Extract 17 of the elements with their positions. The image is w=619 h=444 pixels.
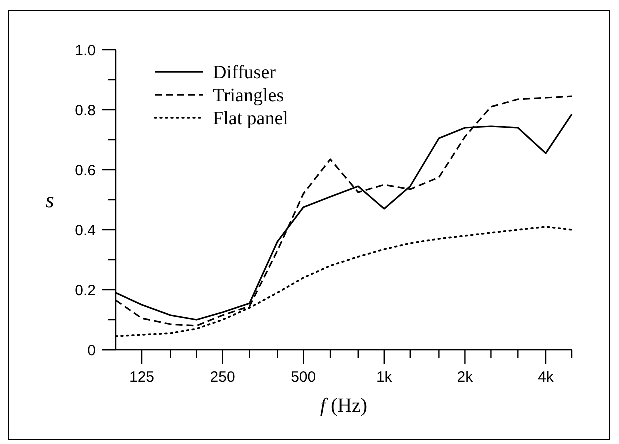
y-tick-label: 0.2 (75, 282, 96, 300)
legend-label: Diffuser (213, 62, 277, 84)
y-tick-label: 0.4 (75, 222, 96, 240)
y-axis-title: s (46, 188, 54, 213)
x-tick-label: 250 (210, 369, 236, 386)
x-tick-label: 1k (376, 369, 393, 386)
y-tick-label: 1.0 (75, 42, 96, 60)
x-tick-label: 500 (291, 369, 316, 386)
legend-label: Triangles (213, 86, 284, 107)
legend-label: Flat panel (213, 108, 288, 130)
x-axis-title: f (Hz) (320, 395, 368, 417)
x-tick-label: 4k (538, 369, 554, 386)
x-tick-label: 125 (129, 369, 155, 386)
x-tick-label: 2k (457, 369, 474, 386)
y-tick-label: 0 (88, 342, 96, 360)
y-tick-label: 0.8 (75, 102, 96, 120)
y-tick-label: 0.6 (75, 162, 96, 180)
